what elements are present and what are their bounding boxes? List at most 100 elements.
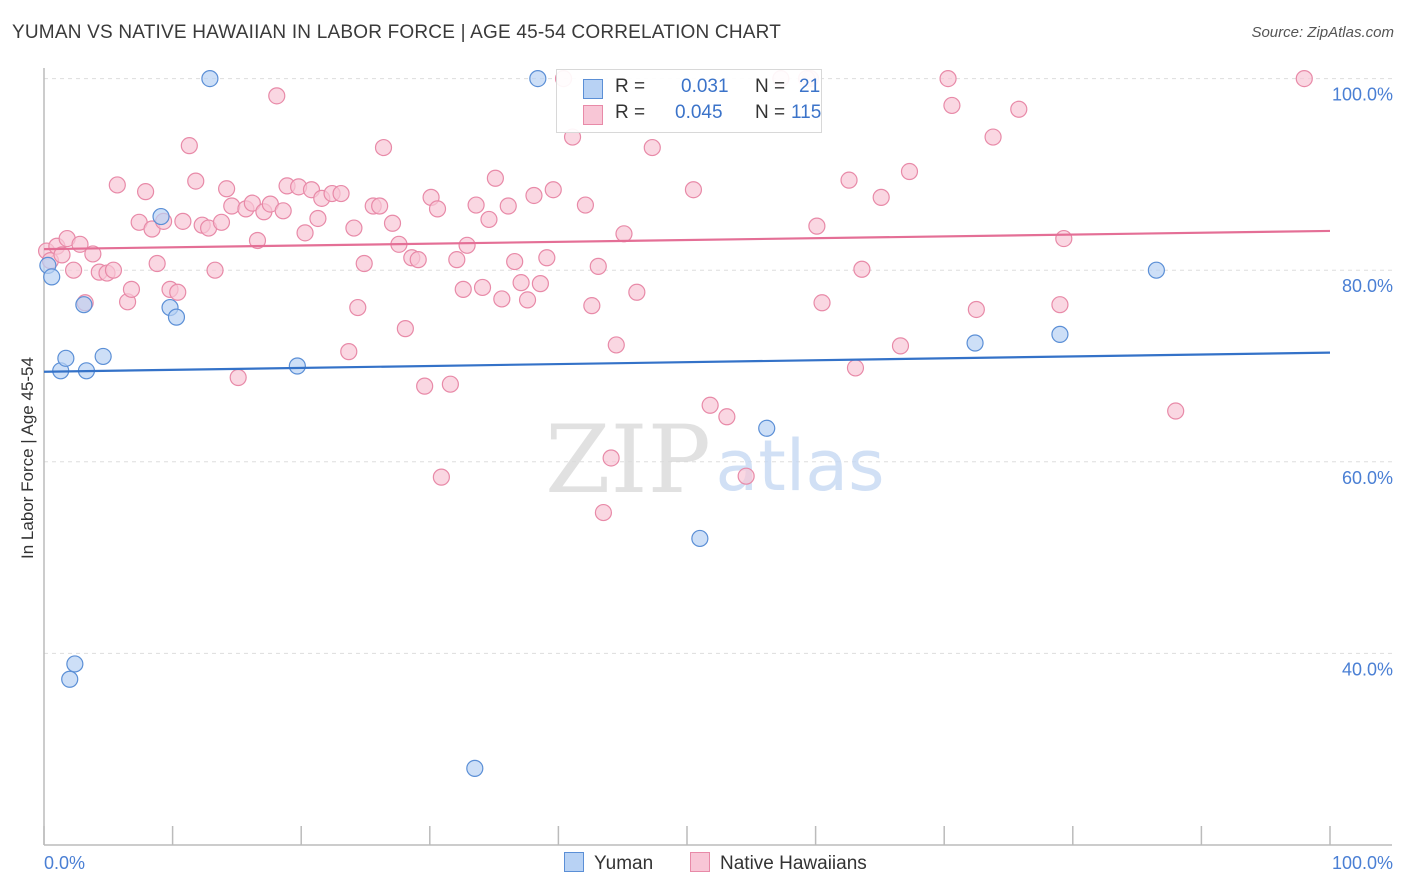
hawaiian-point: [576, 196, 595, 214]
hawaiian-point: [1051, 296, 1069, 314]
hawaiian-point: [349, 298, 367, 317]
hawaiian-point: [355, 254, 373, 273]
yuman-legend-swatch: [564, 852, 584, 872]
hawaiian-point: [1167, 402, 1185, 420]
hawaiian-point: [939, 69, 957, 88]
hawaiian-point: [628, 283, 646, 301]
y-tick-label: 100.0%: [1332, 85, 1393, 105]
hawaiian-point: [309, 209, 327, 228]
hawaiian-point: [268, 87, 286, 105]
trend-lines: [43, 229, 1331, 373]
hawaiian-point: [499, 197, 517, 215]
trend-line-native-hawaiians: [43, 229, 1331, 251]
hawaiian-point: [274, 202, 292, 220]
hawaiian-point: [223, 197, 241, 215]
source-credit: Source: ZipAtlas.com: [1251, 24, 1394, 41]
yuman-point: [152, 207, 170, 226]
hawaiian-point: [374, 138, 393, 157]
hawaiian-point: [187, 172, 205, 190]
hawaiian-point: [396, 320, 414, 338]
legend-item-hawaiians: Native Hawaiians: [690, 852, 867, 875]
hawaiian-point: [486, 169, 504, 187]
axes: [43, 68, 1392, 846]
yuman-r-value: 0.031: [681, 76, 729, 97]
hawaiian-point: [900, 162, 919, 181]
y-tick-label: 60.0%: [1342, 468, 1393, 488]
yuman-point: [201, 69, 219, 88]
yuman-point: [57, 349, 75, 367]
hawaiian-point: [340, 343, 358, 361]
hawaiian-point: [589, 257, 607, 275]
hawaiian-legend-swatch: [690, 852, 710, 872]
hawaiian-point: [967, 300, 985, 319]
hawaiian-point: [1295, 69, 1313, 88]
tick-labels: 40.0% 60.0% 80.0% 100.0% 0.0% 100.0%: [44, 85, 1393, 873]
hawaiian-point: [229, 368, 247, 387]
y-tick-label: 80.0%: [1342, 276, 1393, 296]
hawaiian-point: [248, 231, 267, 250]
hawaiian-point: [428, 200, 447, 218]
grid-lines: [44, 78, 1392, 654]
hawaiian-point: [371, 197, 389, 215]
hawaiian-point: [813, 294, 831, 312]
hawaiian-point: [531, 275, 549, 293]
yuman-point: [758, 419, 776, 437]
watermark-atlas: atlas: [715, 425, 884, 507]
hawaiian-point: [607, 336, 625, 354]
y-tick-label: 40.0%: [1342, 659, 1393, 679]
hawaiian-point: [432, 468, 450, 486]
hawaiian-point: [104, 261, 123, 279]
hawaiian-point: [518, 291, 537, 309]
hawaiian-point: [602, 449, 620, 467]
hawaiian-point: [136, 183, 155, 201]
hawaiian-point: [943, 96, 961, 115]
hawaiian-point: [512, 274, 530, 292]
hawaiian-point: [473, 278, 492, 297]
hawaiian-point: [615, 225, 633, 243]
hawaiian-point: [243, 194, 261, 212]
r-label: R =: [615, 102, 646, 123]
hawaiian-n-value: 115: [791, 102, 822, 123]
x-tick-label: 100.0%: [1332, 853, 1393, 873]
hawaiian-point: [441, 375, 459, 393]
hawaiian-point: [984, 128, 1002, 146]
hawaiian-legend-label: Native Hawaiians: [720, 853, 867, 874]
hawaiian-point: [212, 213, 231, 231]
r-label: R =: [615, 76, 646, 97]
hawaiian-point: [594, 503, 613, 522]
yuman-point: [529, 69, 547, 88]
hawaiian-point: [846, 359, 865, 377]
hawaiian-point: [1055, 229, 1073, 248]
hawaiian-point: [718, 408, 736, 426]
hawaiian-point: [64, 261, 83, 279]
hawaiian-point: [544, 181, 562, 199]
n-label: N =: [755, 102, 786, 123]
hawaiian-point: [525, 186, 543, 205]
yuman-point: [1051, 325, 1069, 343]
legend-item-yuman: Yuman: [564, 852, 653, 875]
hawaiian-point: [454, 280, 472, 298]
yuman-point: [966, 334, 984, 352]
hawaiian-point: [416, 377, 434, 395]
hawaiian-point: [840, 171, 858, 189]
series-native-hawaiians: [37, 69, 1313, 522]
hawaiian-point: [458, 236, 476, 254]
hawaiian-point: [296, 224, 314, 242]
hawaiian-point: [53, 246, 71, 264]
stats-legend: R = 0.031 N = 21 R = 0.045 N = 115: [556, 69, 822, 133]
hawaiian-point: [148, 254, 166, 273]
hawaiian-point: [448, 251, 466, 269]
hawaiian-point: [383, 214, 402, 232]
yuman-point: [167, 308, 186, 326]
hawaiian-point: [737, 467, 755, 485]
yuman-point: [691, 529, 709, 548]
hawaiian-r-value: 0.045: [675, 102, 723, 123]
yuman-point: [466, 759, 484, 777]
yuman-point: [66, 655, 84, 673]
chart-title: YUMAN VS NATIVE HAWAIIAN IN LABOR FORCE …: [12, 22, 782, 43]
watermark-zip: ZIP: [545, 406, 711, 515]
yuman-point: [43, 268, 61, 286]
hawaiian-point: [808, 217, 826, 235]
hawaiian-point: [332, 184, 350, 203]
